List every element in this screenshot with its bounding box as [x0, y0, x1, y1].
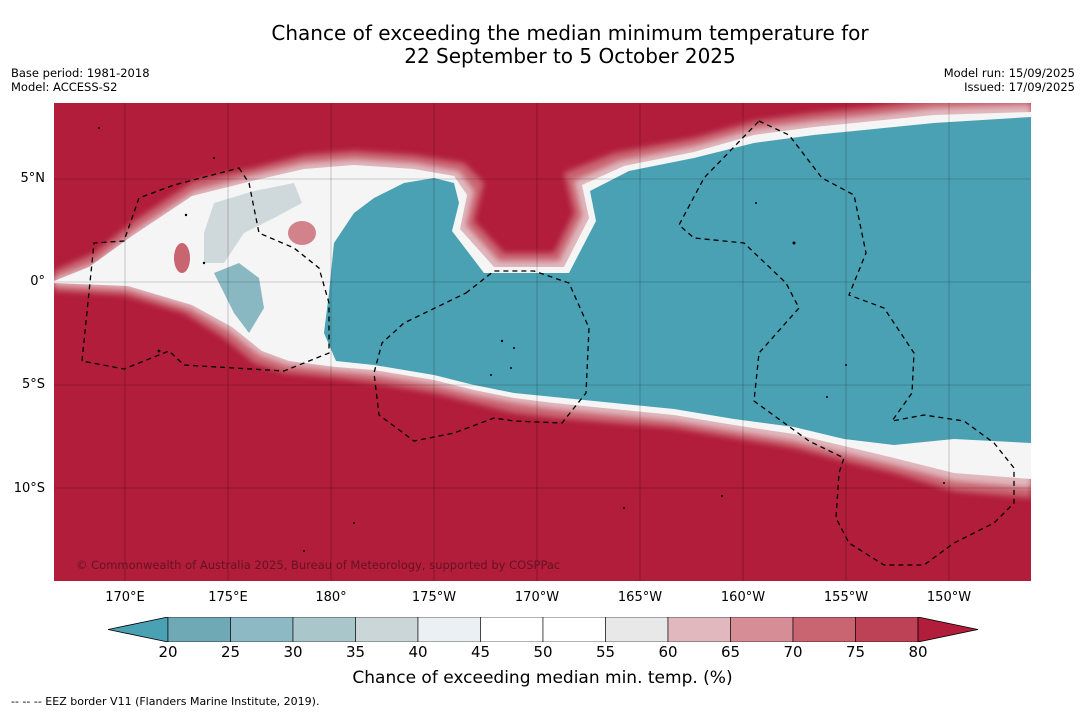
colorbar-tick-label: 30 [283, 643, 303, 661]
colorbar-tick-label: 40 [408, 643, 428, 661]
colorbar-bin [230, 616, 294, 643]
eez-phoenix [373, 270, 590, 442]
model-text: Model: ACCESS-S2 [11, 80, 118, 94]
lon-label-155w: 155°W [823, 590, 869, 605]
western-pale-patch [204, 183, 302, 263]
colorbar [107, 616, 979, 643]
western-teal-lobe [214, 263, 264, 333]
model-run-text: Model run: 15/09/2025 [943, 66, 1075, 80]
colorbar-tick-label: 35 [345, 643, 366, 661]
lat-label-5s: 5°S [21, 377, 45, 392]
island-dots [98, 127, 945, 552]
colorbar-tick-label: 20 [158, 643, 178, 661]
colorbar-title: Chance of exceeding median min. temp. (%… [352, 668, 733, 688]
meta-left: Base period: 1981-2018 Model: ACCESS-S2 [11, 66, 150, 94]
lat-label-10s: 10°S [13, 481, 45, 496]
lat-label-5n: 5°N [20, 171, 46, 186]
lon-label-150w: 150°W [926, 590, 972, 605]
lon-label-160w: 160°W [720, 590, 766, 605]
colorbar-bin [355, 616, 419, 643]
red-spot-west [174, 243, 190, 273]
eez-gilbert-west [81, 167, 330, 372]
colorbar-bin [605, 616, 669, 643]
colorbar-bin [480, 616, 544, 643]
map-title: Chance of exceeding the median minimum t… [0, 22, 1085, 68]
colorbar-bin [667, 616, 731, 643]
colorbar-tick-label: 80 [908, 643, 928, 661]
lon-label-170w: 170°W [514, 590, 560, 605]
colorbar-tick-label: 55 [595, 643, 616, 661]
colorbar-tick-label: 70 [783, 643, 803, 661]
lon-label-175e: 175°E [208, 590, 248, 605]
colorbar-bin [542, 616, 606, 643]
pink-spot-northwest [288, 221, 316, 245]
meta-right: Model run: 15/09/2025 Issued: 17/09/2025 [944, 66, 1075, 94]
colorbar-bin [292, 616, 356, 643]
title-line-1: Chance of exceeding the median minimum t… [271, 21, 869, 45]
colorbar-graphic [107, 616, 979, 643]
colorbar-bin [417, 616, 481, 643]
colorbar-tick-label: 75 [845, 643, 866, 661]
eez-legend-note: -- -- -- EEZ border V11 (Flanders Marine… [11, 695, 320, 708]
map-panel: © Commonwealth of Australia 2025, Bureau… [54, 103, 1031, 581]
lon-label-175w: 175°W [411, 590, 457, 605]
colorbar-bin [167, 616, 231, 643]
colorbar-extend-low [107, 616, 169, 643]
colorbar-bin [855, 616, 919, 643]
lon-label-170e: 170°E [105, 590, 145, 605]
colorbar-tick-label: 25 [220, 643, 241, 661]
lon-label-180: 180° [315, 590, 347, 605]
eez-borders [81, 120, 1015, 566]
colorbar-bin [792, 616, 856, 643]
map-copyright: © Commonwealth of Australia 2025, Bureau… [76, 558, 560, 572]
colorbar-tick-label: 50 [533, 643, 553, 661]
lat-label-0: 0° [30, 274, 45, 289]
issued-text: Issued: 17/09/2025 [964, 80, 1075, 94]
probability-map: © Commonwealth of Australia 2025, Bureau… [54, 103, 1031, 581]
colorbar-bin [730, 616, 794, 643]
colorbar-tick-label: 45 [470, 643, 491, 661]
graticule [54, 103, 1031, 581]
colorbar-tick-label: 65 [720, 643, 741, 661]
colorbar-extend-high [917, 616, 979, 643]
colorbar-tick-label: 60 [658, 643, 678, 661]
lon-label-165w: 165°W [617, 590, 663, 605]
title-line-2: 22 September to 5 October 2025 [404, 44, 736, 68]
base-period-text: Base period: 1981-2018 [11, 66, 150, 80]
